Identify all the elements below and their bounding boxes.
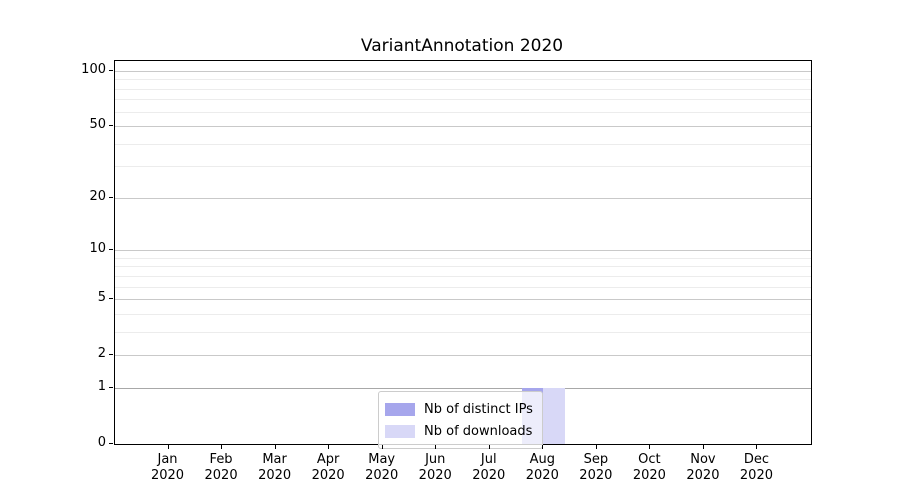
y-tick-label: 100	[81, 62, 106, 77]
y-tick-label: 1	[97, 378, 106, 394]
x-tick	[649, 445, 651, 449]
gridline-minor	[115, 99, 811, 101]
x-tick-label: Dec 2020	[739, 452, 773, 483]
gridline-major	[115, 250, 811, 252]
y-tick-label: 10	[89, 241, 106, 257]
y-tick	[109, 443, 113, 444]
gridline-minor	[115, 143, 811, 145]
y-tick	[109, 125, 113, 127]
y-tick	[109, 386, 113, 388]
legend-label: Nb of distinct IPs	[424, 401, 533, 417]
x-tick-label: Sep 2020	[579, 452, 613, 483]
x-tick-label: May 2020	[365, 452, 399, 483]
legend: Nb of distinct IPs Nb of downloads	[378, 391, 543, 449]
y-tick-label: 2	[97, 346, 106, 362]
x-tick-label: Oct 2020	[632, 452, 666, 483]
x-tick	[488, 445, 490, 449]
x-tick	[167, 445, 169, 449]
y-tick	[109, 298, 113, 300]
x-tick-label: Nov 2020	[686, 452, 720, 483]
gridline-major	[115, 126, 811, 128]
y-tick	[109, 70, 113, 71]
gridline-minor	[115, 313, 811, 315]
gridline-minor	[115, 331, 811, 333]
legend-item: Nb of distinct IPs	[385, 398, 533, 420]
gridline-minor	[115, 111, 811, 113]
gridline-major	[115, 299, 811, 301]
x-tick	[274, 445, 276, 449]
gridline-major	[115, 355, 811, 357]
x-tick	[756, 445, 758, 449]
plot-area: Nb of distinct IPs Nb of downloads	[114, 60, 812, 449]
x-tick-label: Mar 2020	[258, 452, 292, 483]
y-tick-label: 5	[97, 290, 106, 306]
y-tick-label: 0	[97, 435, 106, 450]
gridline-minor	[115, 88, 811, 90]
gridline-major	[115, 71, 811, 72]
x-tick	[221, 445, 223, 449]
y-tick-label: 20	[89, 188, 106, 204]
x-tick	[381, 445, 383, 449]
x-tick	[702, 445, 704, 449]
gridline-minor	[115, 257, 811, 259]
x-tick	[595, 445, 597, 449]
bar-downloads	[543, 387, 565, 444]
gridline-major	[115, 387, 811, 389]
y-tick	[109, 249, 113, 251]
gridline-minor	[115, 286, 811, 288]
y-tick	[109, 196, 113, 198]
legend-item: Nb of downloads	[385, 420, 533, 442]
x-tick	[435, 445, 437, 449]
gridline-major	[115, 197, 811, 199]
legend-swatch-downloads	[385, 424, 415, 438]
x-tick-label: Feb 2020	[204, 452, 238, 483]
x-tick-label: Apr 2020	[311, 452, 345, 483]
y-tick-label: 50	[89, 117, 106, 133]
legend-swatch-distinct-ips	[385, 402, 415, 416]
x-tick-label: Aug 2020	[525, 452, 559, 483]
y-tick	[109, 354, 113, 356]
x-tick	[542, 445, 544, 449]
x-tick-label: Jul 2020	[472, 452, 506, 483]
gridline-minor	[115, 275, 811, 277]
x-tick-label: Jan 2020	[150, 452, 185, 483]
gridline-minor	[115, 166, 811, 168]
gridline-minor	[115, 79, 811, 81]
legend-label: Nb of downloads	[424, 423, 533, 439]
x-tick	[328, 445, 330, 449]
chart-title: VariantAnnotation 2020	[360, 36, 564, 56]
gridline-minor	[115, 266, 811, 268]
x-tick-label: Jun 2020	[418, 452, 452, 483]
